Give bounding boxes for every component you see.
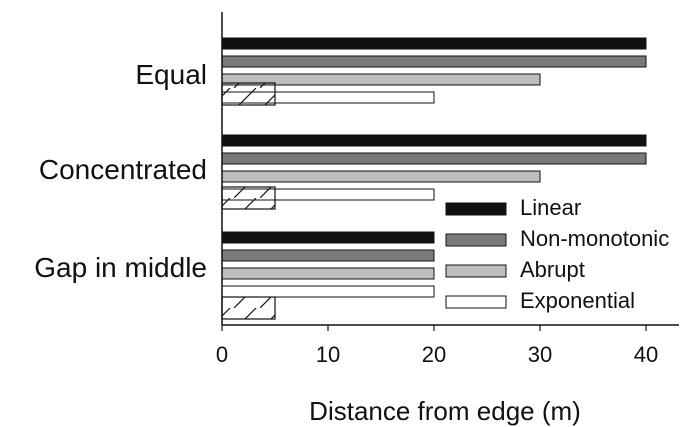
bar-non-monotonic-0 (221, 55, 647, 68)
legend-swatch-3 (445, 295, 507, 309)
bar-linear-1 (221, 134, 647, 147)
legend-label-1: Non-monotonic (520, 226, 669, 251)
axes-group (221, 12, 679, 326)
bar-abrupt-2 (221, 267, 435, 280)
bars-group (221, 37, 647, 320)
x-tick-label-0: 0 (216, 342, 228, 367)
legend-label-2: Abrupt (520, 257, 585, 282)
bar-linear-2 (221, 231, 435, 244)
category-label-0: Equal (135, 59, 207, 90)
hatched-bar-1 (221, 186, 276, 210)
x-tick-label-40: 40 (634, 342, 658, 367)
bar-exponential-2 (221, 285, 435, 298)
legend-swatch-0 (445, 202, 507, 216)
legend-label-0: Linear (520, 195, 581, 220)
x-tick-label-10: 10 (316, 342, 340, 367)
x-tick-label-20: 20 (422, 342, 446, 367)
legend-swatch-2 (445, 264, 507, 278)
bar-non-monotonic-2 (221, 249, 435, 262)
hatched-bar-0 (221, 82, 276, 106)
bar-linear-0 (221, 37, 647, 50)
bar-abrupt-1 (221, 170, 541, 183)
legend: Linear Non-monotonic Abrupt Exponential (445, 195, 669, 313)
x-ticks-group: 0 10 20 30 40 (216, 325, 658, 367)
legend-label-3: Exponential (520, 288, 635, 313)
category-label-1: Concentrated (39, 154, 207, 185)
category-labels-group: Equal Concentrated Gap in middle (34, 59, 207, 283)
x-axis-title: Distance from edge (m) (309, 396, 581, 426)
category-label-2: Gap in middle (34, 252, 207, 283)
bar-non-monotonic-1 (221, 152, 647, 165)
hatched-bar-2 (221, 296, 276, 320)
x-tick-label-30: 30 (528, 342, 552, 367)
legend-swatch-1 (445, 233, 507, 247)
